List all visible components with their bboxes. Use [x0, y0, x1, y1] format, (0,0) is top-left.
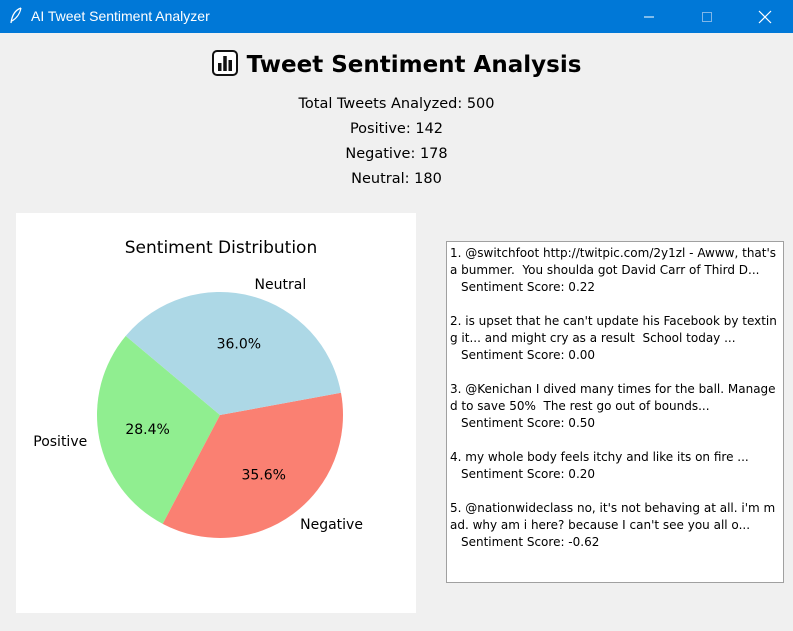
tweet-entry: 4. my whole body feels itchy and like it…	[450, 449, 781, 483]
total-tweets-label: Total Tweets Analyzed: 500	[298, 96, 495, 112]
tweet-results-text[interactable]: 1. @switchfoot http://twitpic.com/2y1zl …	[446, 241, 784, 583]
tweet-text: 3. @Kenichan I dived many times for the …	[450, 382, 776, 413]
tweet-entry: 1. @switchfoot http://twitpic.com/2y1zl …	[450, 245, 781, 296]
page-title: Tweet Sentiment Analysis	[0, 50, 793, 80]
sentiment-score: Sentiment Score: -0.62	[461, 535, 600, 549]
bar-chart-icon	[211, 50, 238, 76]
close-icon	[758, 10, 772, 23]
chart-title: Sentiment Distribution	[125, 238, 317, 258]
tweet-entry: 2. is upset that he can't update his Fac…	[450, 313, 781, 364]
tweet-text: 1. @switchfoot http://twitpic.com/2y1zl …	[450, 246, 780, 277]
pie-percent-neutral: 36.0%	[217, 337, 261, 353]
positive-count-label: Positive: 142	[349, 121, 444, 137]
minimize-button[interactable]	[626, 0, 672, 33]
sentiment-score: Sentiment Score: 0.22	[461, 280, 596, 294]
tweet-text: 2. is upset that he can't update his Fac…	[450, 314, 777, 345]
pie-percent-positive: 28.4%	[125, 422, 169, 438]
pie-slice-negative	[162, 392, 343, 538]
minimize-icon	[644, 16, 654, 17]
sentiment-score: Sentiment Score: 0.00	[461, 348, 596, 362]
maximize-icon	[702, 11, 712, 22]
tweet-text: 4. my whole body feels itchy and like it…	[450, 450, 749, 464]
tweet-entry: 5. @nationwideclass no, it's not behavin…	[450, 500, 781, 551]
sentiment-score: Sentiment Score: 0.50	[461, 416, 596, 430]
pie-label-neutral: Neutral	[255, 277, 307, 293]
pie-label-negative: Negative	[300, 517, 363, 533]
sentiment-score: Sentiment Score: 0.20	[461, 467, 596, 481]
title-bar[interactable]: AI Tweet Sentiment Analyzer	[0, 0, 793, 33]
pie-percent-negative: 35.6%	[241, 467, 285, 483]
sentiment-chart-panel: Sentiment Distribution 28.4% Positive 35.6…	[16, 213, 416, 613]
maximize-button[interactable]	[684, 0, 730, 33]
close-button[interactable]	[742, 0, 788, 33]
tweet-list: 1. @switchfoot http://twitpic.com/2y1zl …	[450, 245, 781, 551]
pie-slice-neutral	[125, 292, 341, 415]
neutral-count-label: Neutral: 180	[351, 171, 442, 187]
tweet-entry: 3. @Kenichan I dived many times for the …	[450, 381, 781, 432]
window-title: AI Tweet Sentiment Analyzer	[31, 8, 210, 24]
negative-count-label: Negative: 178	[345, 146, 448, 162]
feather-icon	[10, 7, 22, 24]
sentiment-pie-chart: Sentiment Distribution 28.4% Positive 35.6…	[33, 238, 363, 538]
pie-label-positive: Positive	[33, 434, 87, 450]
pie-slice-positive	[97, 335, 220, 524]
tweet-text: 5. @nationwideclass no, it's not behavin…	[450, 501, 776, 532]
page-title-text: Tweet Sentiment Analysis	[246, 52, 582, 78]
